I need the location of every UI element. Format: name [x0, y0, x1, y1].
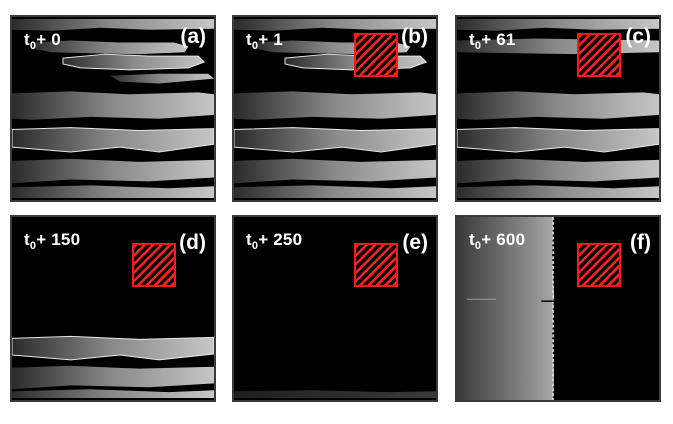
simulation-field-e [234, 217, 436, 400]
time-label: t0+ 250 [246, 230, 303, 252]
simulation-field-a [12, 17, 214, 200]
time-label: t0+ 150 [24, 230, 81, 252]
simulation-field-f [457, 217, 659, 400]
panel-e: t0+ 250 (e) [232, 215, 438, 402]
hatched-region [577, 243, 621, 287]
time-label: t0+ 0 [24, 30, 61, 52]
time-label: t0+ 1 [246, 30, 283, 52]
panel-label: (a) [180, 25, 206, 48]
hatched-region [354, 33, 398, 77]
panel-label: (d) [179, 231, 206, 254]
time-label: t0+ 600 [469, 230, 526, 252]
panel-a: t0+ 0 (a) [10, 15, 216, 202]
panel-label: (e) [402, 231, 428, 254]
panel-c: t0+ 61 (c) [455, 15, 661, 202]
hatched-region [354, 243, 398, 287]
simulation-field-d [12, 217, 214, 400]
panel-f: t0+ 600 (f) [455, 215, 661, 402]
panel-d: t0+ 150 (d) [10, 215, 216, 402]
panel-label: (b) [401, 25, 428, 48]
panel-label: (c) [625, 25, 651, 48]
hatched-region [577, 33, 621, 77]
panel-label: (f) [630, 231, 651, 254]
panel-b: t0+ 1 (b) [232, 15, 438, 202]
time-label: t0+ 61 [469, 30, 516, 52]
hatched-region [132, 243, 176, 287]
